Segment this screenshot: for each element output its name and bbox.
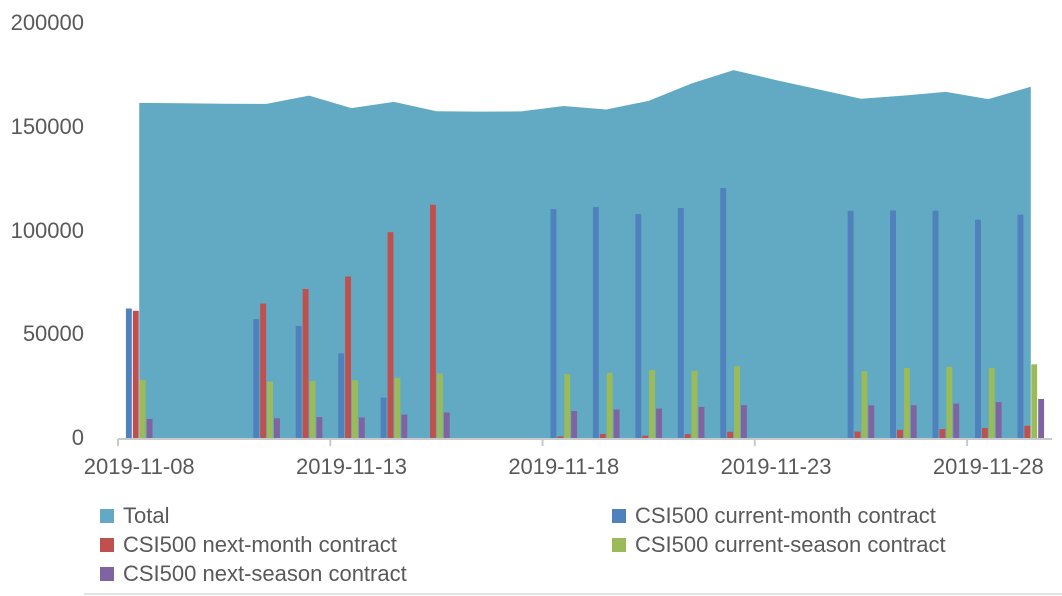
x-tick-label: 2019-11-18 (508, 454, 620, 479)
bar-csi500-next-season-contract (316, 417, 323, 438)
legend-swatch (100, 537, 114, 552)
bar-csi500-current-month-contract (975, 219, 981, 438)
bar-csi500-next-season-contract (910, 405, 917, 438)
bar-csi500-next-season-contract (1038, 398, 1045, 438)
bar-csi500-current-month-contract (720, 187, 727, 438)
bar-csi500-current-month-contract (338, 353, 345, 438)
legend-item-csi500-current-season-contract: CSI500 current-season contract (612, 530, 946, 559)
legend-item-total: Total (100, 501, 169, 530)
bar-csi500-next-month-contract (897, 429, 903, 438)
legend-item-csi500-current-month-contract: CSI500 current-month contract (612, 501, 936, 530)
x-tick-label: 2019-11-28 (932, 454, 1044, 479)
bar-csi500-current-month-contract (592, 207, 599, 438)
legend-swatch (612, 508, 626, 523)
bar-csi500-next-month-contract (1024, 425, 1031, 438)
bar-csi500-next-season-contract (146, 418, 153, 438)
bar-csi500-next-month-contract (981, 428, 988, 438)
bar-csi500-next-month-contract (345, 276, 351, 438)
x-tick-label: 2019-11-08 (83, 454, 195, 479)
bar-csi500-current-month-contract (253, 319, 260, 438)
bar-csi500-current-season-contract (649, 370, 656, 438)
bar-csi500-current-season-contract (436, 373, 443, 438)
legend-label: CSI500 next-month contract (123, 531, 397, 557)
bar-csi500-current-season-contract (309, 381, 316, 438)
x-tick-label: 2019-11-23 (720, 454, 832, 479)
bar-csi500-current-season-contract (691, 370, 698, 438)
bar-csi500-current-season-contract (946, 366, 953, 438)
bar-csi500-current-season-contract (352, 380, 358, 438)
bar-csi500-next-season-contract (698, 406, 705, 439)
bar-csi500-next-season-contract (613, 409, 620, 438)
legend-label: CSI500 next-season contract (123, 560, 407, 586)
bar-csi500-next-season-contract (571, 411, 578, 438)
bar-csi500-current-month-contract (847, 210, 854, 438)
legend-swatch (100, 566, 114, 581)
legend-label: CSI500 current-season contract (635, 531, 946, 557)
legend-item-csi500-next-month-contract: CSI500 next-month contract (100, 530, 397, 559)
bar-csi500-next-season-contract (273, 418, 280, 438)
legend-item-csi500-next-season-contract: CSI500 next-season contract (100, 559, 407, 588)
bar-csi500-current-month-contract (125, 308, 132, 438)
bar-csi500-current-season-contract (903, 367, 910, 438)
bar-csi500-next-season-contract (401, 414, 408, 438)
bar-csi500-next-month-contract (727, 431, 734, 438)
bar-csi500-current-season-contract (564, 374, 571, 438)
bar-csi500-current-season-contract (734, 366, 740, 438)
bar-csi500-current-month-contract (890, 210, 897, 438)
bar-csi500-next-month-contract (387, 232, 394, 438)
bar-csi500-current-season-contract (139, 379, 146, 438)
legend-swatch (612, 537, 626, 552)
bar-csi500-next-season-contract (995, 402, 1002, 438)
bar-csi500-next-month-contract (430, 204, 436, 438)
bar-csi500-next-season-contract (868, 405, 875, 438)
y-tick-label: 50000 (22, 321, 84, 347)
total-area-series (139, 70, 1031, 438)
bar-csi500-current-season-contract (861, 371, 868, 438)
legend-swatch (100, 508, 114, 523)
bar-csi500-current-month-contract (677, 208, 684, 438)
bar-csi500-current-month-contract (295, 325, 302, 438)
y-tick-label: 200000 (10, 10, 84, 35)
legend-label: CSI500 current-month contract (635, 502, 936, 528)
bottom-border (84, 593, 1062, 595)
y-tick-label: 100000 (10, 217, 84, 243)
bar-csi500-next-month-contract (642, 435, 649, 438)
bar-csi500-next-season-contract (358, 417, 365, 438)
bar-csi500-next-month-contract (302, 289, 309, 438)
bar-csi500-next-season-contract (656, 408, 662, 438)
bar-csi500-current-season-contract (394, 377, 401, 438)
bar-csi500-current-month-contract (932, 210, 939, 438)
legend-label: Total (123, 502, 170, 528)
bar-csi500-next-month-contract (854, 431, 861, 438)
bar-csi500-next-season-contract (953, 403, 960, 438)
bar-csi500-current-month-contract (550, 209, 557, 438)
bar-csi500-next-season-contract (740, 405, 747, 438)
bar-csi500-next-month-contract (939, 429, 946, 438)
bar-csi500-current-season-contract (1031, 364, 1038, 438)
x-tick-label: 2019-11-13 (296, 454, 407, 479)
y-tick-label: 0 (71, 425, 84, 450)
bar-csi500-current-month-contract (380, 397, 387, 438)
bar-csi500-next-month-contract (684, 434, 691, 438)
bar-csi500-next-month-contract (132, 310, 139, 438)
bar-csi500-next-month-contract (260, 303, 267, 438)
bar-csi500-current-month-contract (1017, 214, 1024, 438)
bar-csi500-current-season-contract (988, 367, 995, 438)
y-tick-label: 150000 (10, 113, 84, 139)
bar-csi500-current-month-contract (635, 214, 642, 438)
bar-csi500-next-month-contract (599, 434, 606, 438)
bar-csi500-next-season-contract (443, 412, 450, 438)
bar-csi500-current-season-contract (606, 372, 613, 438)
bar-csi500-next-month-contract (557, 436, 564, 438)
bar-csi500-current-season-contract (267, 381, 273, 438)
